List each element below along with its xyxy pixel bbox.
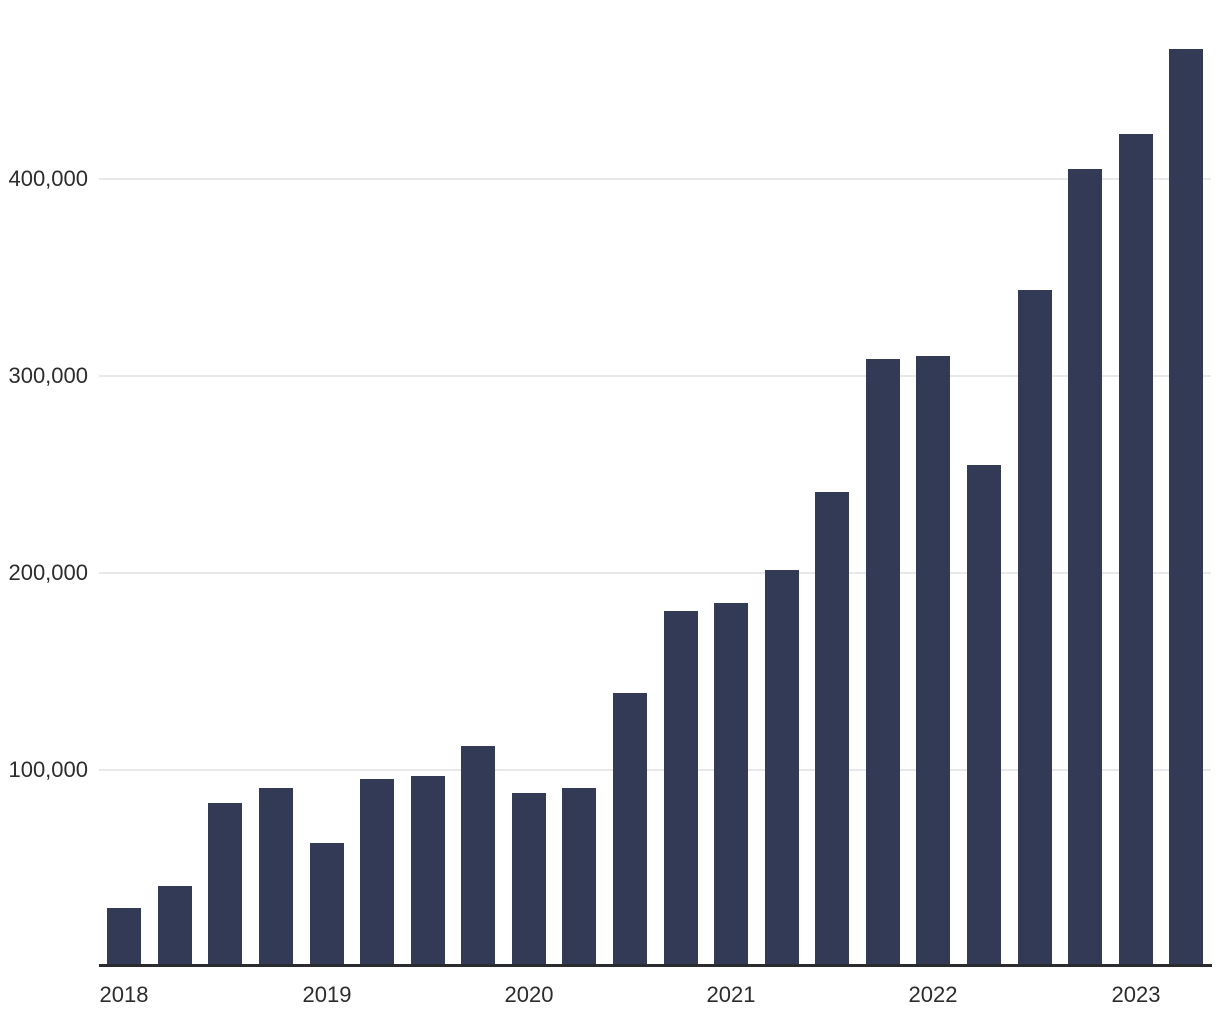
bar <box>259 788 293 967</box>
bar <box>1068 169 1102 967</box>
bar <box>815 492 849 967</box>
x-tick-label: 2018 <box>99 982 149 1007</box>
bar <box>1018 290 1052 967</box>
y-gridline <box>99 178 1211 180</box>
bar <box>107 908 141 967</box>
bar <box>360 779 394 967</box>
y-gridline <box>99 375 1211 377</box>
y-gridline <box>99 572 1211 574</box>
bar <box>310 843 344 967</box>
bar <box>208 803 242 967</box>
bar <box>613 693 647 967</box>
bar <box>158 886 192 967</box>
y-tick-label: 400,000 <box>8 166 88 191</box>
x-axis-line <box>99 964 1212 967</box>
x-tick-label: 2020 <box>504 982 554 1007</box>
bar <box>1169 49 1203 967</box>
bar <box>916 356 950 967</box>
bar <box>461 746 495 967</box>
x-tick-label: 2022 <box>908 982 958 1007</box>
bar <box>411 776 445 967</box>
x-tick-label: 2019 <box>302 982 352 1007</box>
bar <box>765 570 799 967</box>
bar <box>562 788 596 967</box>
bar <box>714 603 748 967</box>
bar <box>866 359 900 967</box>
bar <box>664 611 698 967</box>
y-tick-label: 200,000 <box>8 560 88 585</box>
bar <box>512 793 546 967</box>
bar <box>967 465 1001 967</box>
x-tick-label: 2021 <box>706 982 756 1007</box>
y-tick-label: 300,000 <box>8 363 88 388</box>
x-tick-label: 2023 <box>1111 982 1161 1007</box>
y-tick-label: 100,000 <box>8 757 88 782</box>
bar <box>1119 134 1153 967</box>
y-gridline <box>99 769 1211 771</box>
